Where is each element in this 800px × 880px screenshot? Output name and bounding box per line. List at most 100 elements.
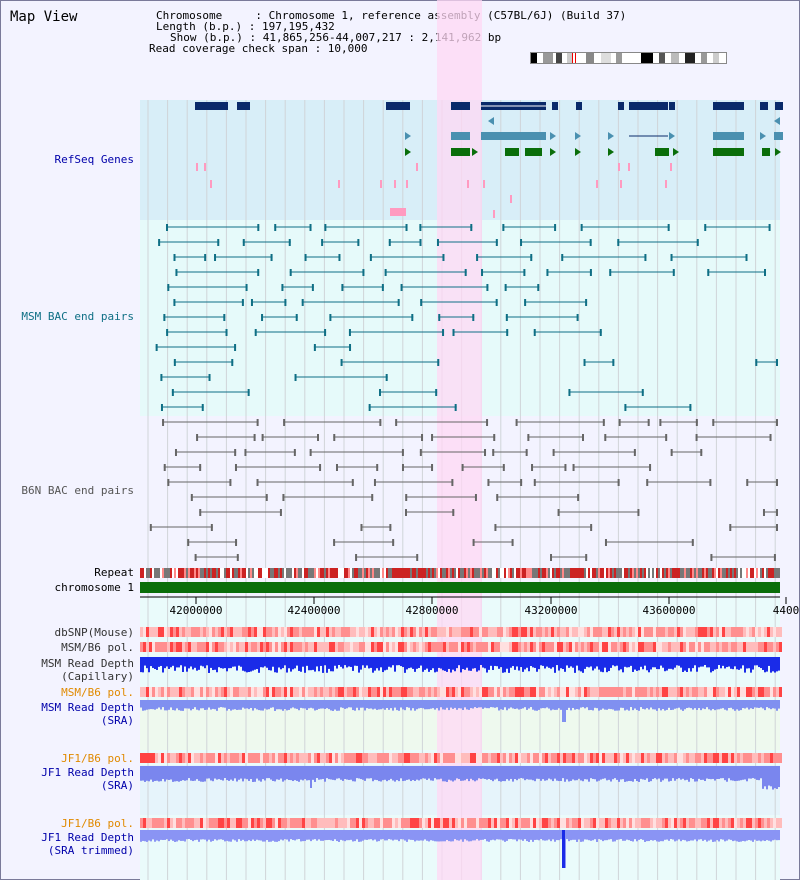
axis-tick-label: 43600000 xyxy=(643,604,696,617)
repeat-cell xyxy=(374,568,376,578)
heatmap-cell xyxy=(704,818,707,828)
bac-end xyxy=(696,239,699,246)
depth-bar xyxy=(408,657,410,669)
depth-bar xyxy=(236,657,238,671)
repeat-cell xyxy=(460,568,462,578)
heatmap-cell xyxy=(224,818,227,828)
heatmap-cell xyxy=(299,642,302,652)
depth-bar xyxy=(774,657,776,673)
depth-bar xyxy=(148,700,150,710)
heatmap-cell xyxy=(248,687,251,697)
heatmap-cell xyxy=(725,642,728,652)
heatmap-cell xyxy=(341,687,344,697)
heatmap-cell xyxy=(563,627,566,637)
heatmap-cell xyxy=(776,642,779,652)
repeat-cell xyxy=(156,568,158,578)
depth-bar xyxy=(712,830,714,842)
depth-bar xyxy=(424,766,426,779)
heatmap-cell xyxy=(224,642,227,652)
chromosome-ideogram[interactable] xyxy=(530,52,727,64)
bac-end xyxy=(755,359,758,366)
depth-bar xyxy=(434,766,436,779)
bac-end xyxy=(762,509,765,516)
repeat-cell xyxy=(324,568,326,578)
depth-bar xyxy=(494,766,496,780)
bac-end xyxy=(470,224,473,231)
heatmap-cell xyxy=(482,627,485,637)
heatmap-cell xyxy=(317,642,320,652)
depth-bar xyxy=(486,700,488,709)
heatmap-cell xyxy=(398,642,401,652)
depth-bar xyxy=(448,830,450,842)
bac-end xyxy=(709,479,712,486)
bac-end xyxy=(253,434,256,441)
heatmap-cell xyxy=(437,753,440,763)
depth-bar xyxy=(684,830,686,841)
bac-end xyxy=(435,389,438,396)
heatmap-cell xyxy=(545,818,548,828)
heatmap-cell xyxy=(392,687,395,697)
depth-bar xyxy=(488,830,490,842)
heatmap-cell xyxy=(596,642,599,652)
bac-end xyxy=(617,239,620,246)
depth-bar xyxy=(276,700,278,710)
bac-end xyxy=(421,434,424,441)
depth-bar xyxy=(546,766,548,781)
heatmap-cell xyxy=(629,642,632,652)
repeat-cell xyxy=(416,568,418,578)
heatmap-cell xyxy=(737,642,740,652)
depth-bar xyxy=(272,657,274,667)
depth-bar xyxy=(522,830,524,841)
heatmap-cell xyxy=(674,818,677,828)
depth-bar xyxy=(340,657,342,667)
depth-bar xyxy=(710,700,712,711)
depth-bar xyxy=(742,700,744,709)
repeat-cell xyxy=(292,568,294,578)
repeat-cell xyxy=(744,568,746,578)
depth-bar xyxy=(344,657,346,666)
depth-bar xyxy=(266,766,268,779)
depth-bar xyxy=(656,830,658,842)
repeat-cell xyxy=(222,568,224,578)
depth-bar xyxy=(434,830,436,842)
repeat-cell xyxy=(538,568,540,578)
heatmap-cell xyxy=(512,627,515,637)
depth-bar xyxy=(452,657,454,670)
depth-bar xyxy=(236,766,238,782)
depth-bar xyxy=(672,830,674,840)
bac-end xyxy=(173,254,176,261)
depth-bar xyxy=(308,830,310,840)
heatmap-cell xyxy=(584,687,587,697)
depth-bar xyxy=(400,766,402,779)
depth-bar xyxy=(764,657,766,673)
heatmap-cell xyxy=(359,687,362,697)
depth-bar xyxy=(536,700,538,711)
depth-bar xyxy=(442,700,444,710)
repeat-cell xyxy=(690,568,692,578)
heatmap-cell xyxy=(731,687,734,697)
repeat-cell xyxy=(672,568,674,578)
depth-bar xyxy=(630,766,632,782)
heatmap-cell xyxy=(218,818,221,828)
heatmap-cell xyxy=(452,753,455,763)
depth-bar xyxy=(686,830,688,842)
bac-end xyxy=(527,434,530,441)
pink-feature xyxy=(394,180,396,188)
depth-bar xyxy=(490,700,492,708)
bac-end xyxy=(349,344,352,351)
depth-bar xyxy=(596,766,598,782)
depth-bar xyxy=(190,830,192,840)
heatmap-cell xyxy=(218,627,221,637)
heatmap-cell xyxy=(761,627,764,637)
repeat-cell xyxy=(290,568,292,578)
depth-bar xyxy=(614,830,616,842)
repeat-cell xyxy=(250,568,252,578)
depth-bar xyxy=(320,830,322,841)
depth-bar xyxy=(306,830,308,840)
repeat-cell xyxy=(652,568,654,578)
heatmap-cell xyxy=(341,642,344,652)
depth-bar xyxy=(696,830,698,842)
depth-bar xyxy=(692,830,694,841)
repeat-cell xyxy=(740,568,742,578)
